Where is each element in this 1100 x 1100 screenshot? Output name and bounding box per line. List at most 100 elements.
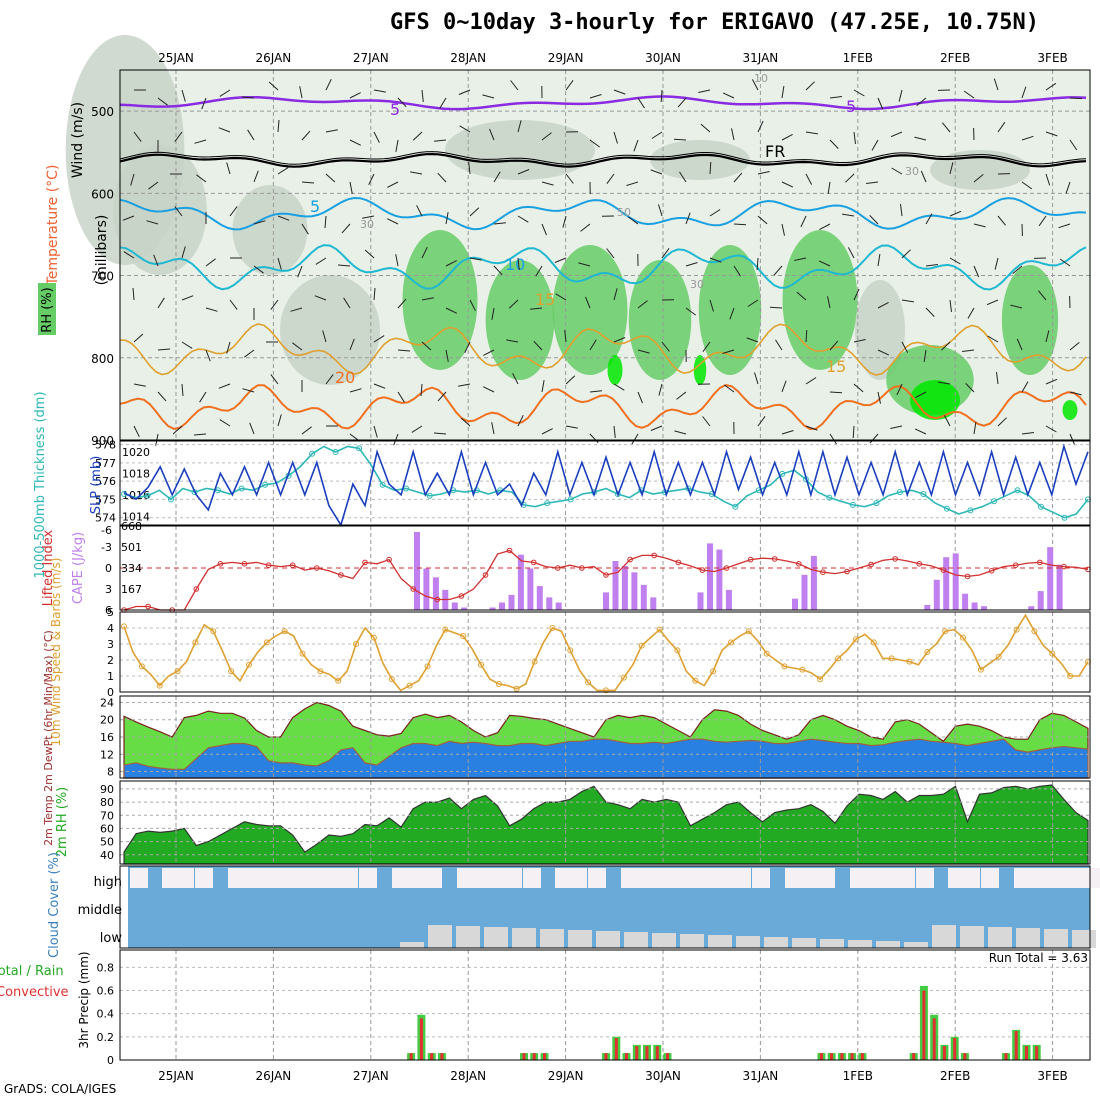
wind-barb [1045,425,1057,433]
lifted-index-point-36 [555,565,561,571]
wind-barb [805,81,815,91]
rh-tick-80: 80 [100,796,114,809]
wind-barb [898,89,903,102]
cloud-low-23 [1044,929,1068,948]
wind-barb [290,307,303,312]
wind-barb [123,251,135,259]
dewpoint-area [123,738,1089,779]
precip-convective-bar-68 [819,1053,823,1060]
cape-bar-87 [943,557,950,610]
wind-barb [637,391,643,404]
wind-speed-line-point-18 [281,628,288,635]
precip-convective-bar-86 [1004,1053,1008,1060]
lifted-index-point-50 [723,565,730,571]
precip-convective-bar-79 [932,1018,936,1060]
wind-barb [805,377,817,385]
wind-barb [1069,139,1078,151]
cloud-low-8 [624,932,648,948]
wind-barb [483,349,495,356]
lifted-index-point-56 [796,561,802,567]
wind-barb [468,162,471,175]
wind-barb [172,425,183,435]
wind-barb [709,257,722,263]
pressure-tick-900: 900 [91,434,114,448]
wind-barb [751,79,759,91]
thickness-line-point-38 [567,496,574,503]
wind-barb [196,174,207,183]
lifted-index-point-32 [506,547,513,554]
precip-convective-bar-77 [912,1053,916,1060]
wind-barb [637,300,648,309]
thickness-line-point-68 [920,491,927,497]
wind-speed-line-point-54 [603,687,609,694]
thickness-line-point-60 [826,494,833,501]
wind-speed-line-point-58 [638,642,645,649]
lifted-index-point-22 [386,556,392,563]
contour-label-1: 5 [846,97,856,116]
temp-tick-12: 12 [100,748,114,761]
rh2m-axis-label: 2m RH (%) [55,787,70,858]
wind-barb [661,248,670,259]
wind-barb [277,414,282,427]
cape-bar-55 [640,584,647,610]
wind-barb [967,307,975,319]
precip-convective-bar-28 [409,1053,413,1060]
wind-barb [277,119,280,133]
lifted-index-point-38 [579,565,585,571]
precip-convective-bar-52 [655,1046,659,1060]
wind-barb [349,139,362,146]
cape-bar-64 [725,589,732,610]
wind-barb [1038,215,1047,227]
wind-barb [1069,391,1082,396]
rh-region-13 [607,355,623,385]
wind-barb [729,307,735,320]
wind-speed-line-point-80 [835,655,842,662]
wind-barb [651,131,663,139]
wind-barb [987,335,999,343]
wind-barb [901,341,909,353]
precip-convective-bar-50 [635,1046,639,1060]
temp-tick-8: 8 [107,766,114,779]
wind-speed-line-point-100 [1013,626,1020,633]
wind-barb [775,339,783,351]
wind-barb [565,173,574,184]
day-label-top-2: 27JAN [353,51,389,65]
wind-speed-line-point-14 [246,661,252,668]
contour-temp-10 [119,244,1087,291]
precip-convective-bar-41 [543,1053,546,1060]
wind-barb [877,391,881,404]
thickness-axis-label: 1000-500mb Thickness (dm) [33,391,48,578]
wind-barb [702,341,711,352]
wind-speed-line-point-52 [585,679,592,686]
grads-credit: GrADS: COLA/IGES [4,1082,117,1096]
thickness-line-point-66 [896,489,903,496]
lifted-index-point-40 [603,572,609,578]
wind-barb [133,333,144,343]
wind-speed-line-point-42 [495,681,502,687]
cape-bar-36 [461,607,468,610]
lifted-index-point-48 [699,567,706,573]
wind-barb [963,90,975,99]
wind-barb [133,383,146,387]
rh-region-14 [693,355,707,385]
lifted-index-point-76 [1037,559,1043,566]
thickness-line-point-12 [262,481,269,488]
lifted-index-point-44 [651,552,658,559]
wind-speed-line-point-30 [388,676,395,683]
wind-speed-line-point-12 [228,668,235,675]
wind-barb [650,169,663,175]
wind-barb [613,425,616,438]
cloud-low-5 [540,929,564,948]
lifted-index-point-54 [771,556,778,562]
rh-region-19 [650,140,750,180]
lifted-index-point-28 [458,593,465,599]
precip-convective-bar-51 [645,1046,649,1060]
thickness-line-point-76 [1014,487,1021,494]
wind-barb [133,131,142,142]
day-label-top-0: 25JAN [158,51,194,65]
cape-tick-501: 501 [121,541,142,554]
wind-barb [973,174,984,183]
wind-barb [433,432,447,435]
cloud-gap-18 [588,868,606,888]
wind-barb [349,338,355,351]
